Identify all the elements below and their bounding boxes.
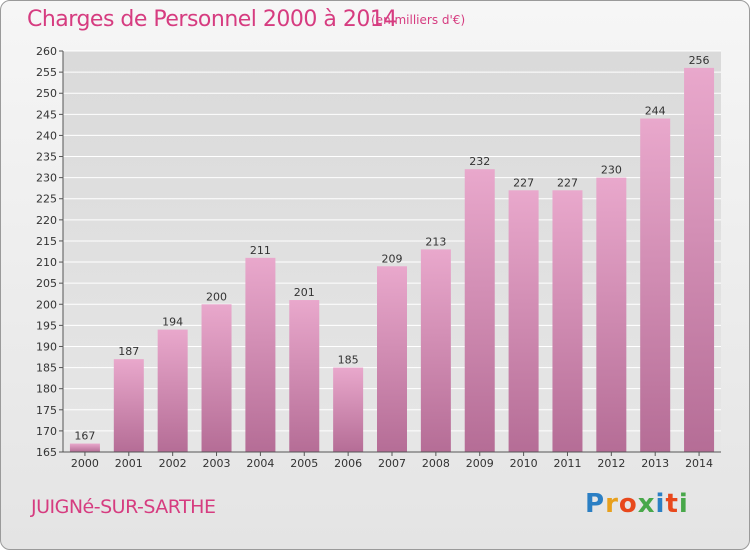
data-label: 200 <box>206 290 227 303</box>
x-tick-label: 2007 <box>378 457 406 470</box>
y-tick-label: 230 <box>36 172 57 185</box>
data-label: 211 <box>250 244 271 257</box>
y-tick-label: 225 <box>36 193 57 206</box>
x-tick-label: 2003 <box>203 457 231 470</box>
y-tick-label: 240 <box>36 129 57 142</box>
x-tick-label: 2010 <box>510 457 538 470</box>
bar <box>377 266 407 452</box>
data-label: 256 <box>689 54 710 67</box>
y-tick-label: 215 <box>36 235 57 248</box>
y-tick-label: 245 <box>36 108 57 121</box>
y-tick-label: 165 <box>36 446 57 459</box>
y-tick-label: 185 <box>36 362 57 375</box>
bar <box>157 329 188 452</box>
bar <box>640 118 671 453</box>
data-label: 244 <box>645 105 666 118</box>
data-label: 201 <box>294 286 315 299</box>
data-label: 232 <box>469 155 490 168</box>
commune-name: JUIGNé-SUR-SARTHE <box>31 496 216 518</box>
y-tick-label: 250 <box>36 87 57 100</box>
bar <box>201 304 232 452</box>
bar <box>508 190 539 452</box>
y-tick-label: 255 <box>36 66 57 79</box>
bar <box>420 249 451 452</box>
y-tick-label: 220 <box>36 214 57 227</box>
bar <box>113 359 144 452</box>
y-tick-label: 195 <box>36 319 57 332</box>
x-tick-label: 2012 <box>597 457 625 470</box>
chart-unit: (en milliers d'€) <box>371 13 466 27</box>
y-tick-label: 170 <box>36 425 57 438</box>
data-label: 227 <box>513 176 534 189</box>
bar <box>245 257 276 452</box>
y-tick-label: 205 <box>36 277 57 290</box>
x-tick-label: 2008 <box>422 457 450 470</box>
y-tick-label: 235 <box>36 151 57 164</box>
x-tick-label: 2001 <box>115 457 143 470</box>
logo-letter: o <box>618 489 638 519</box>
logo-letter: t <box>665 489 679 519</box>
logo-letter: r <box>605 489 619 519</box>
bar <box>69 443 100 452</box>
y-tick-label: 175 <box>36 404 57 417</box>
data-label: 227 <box>557 176 578 189</box>
logo-letter: P <box>585 489 606 519</box>
x-tick-label: 2011 <box>553 457 581 470</box>
proxiti-logo: Proxiti <box>585 489 689 519</box>
y-tick-label: 180 <box>36 383 57 396</box>
x-tick-label: 2004 <box>246 457 274 470</box>
x-tick-label: 2000 <box>71 457 99 470</box>
bar <box>464 169 495 453</box>
x-tick-label: 2005 <box>290 457 318 470</box>
y-tick-label: 210 <box>36 256 57 269</box>
data-label: 187 <box>118 345 139 358</box>
data-label: 167 <box>74 430 95 443</box>
x-tick-label: 2002 <box>159 457 187 470</box>
y-tick-label: 260 <box>36 45 57 58</box>
data-label: 209 <box>382 252 403 265</box>
x-tick-label: 2014 <box>685 457 713 470</box>
x-tick-label: 2013 <box>641 457 669 470</box>
x-tick-label: 2006 <box>334 457 362 470</box>
chart-title: Charges de Personnel 2000 à 2014 <box>27 7 397 32</box>
data-label: 213 <box>425 235 446 248</box>
bar <box>684 67 715 452</box>
y-tick-label: 200 <box>36 298 57 311</box>
x-tick-label: 2009 <box>466 457 494 470</box>
logo-letter: i <box>678 489 689 519</box>
data-label: 185 <box>338 354 359 367</box>
data-label: 194 <box>162 316 183 329</box>
data-label: 230 <box>601 164 622 177</box>
bar <box>596 177 627 452</box>
logo-letter: x <box>637 489 656 519</box>
y-tick-label: 190 <box>36 340 57 353</box>
bar <box>289 300 320 452</box>
bar <box>333 367 364 452</box>
bar <box>552 190 583 452</box>
logo-letter: i <box>655 489 666 519</box>
